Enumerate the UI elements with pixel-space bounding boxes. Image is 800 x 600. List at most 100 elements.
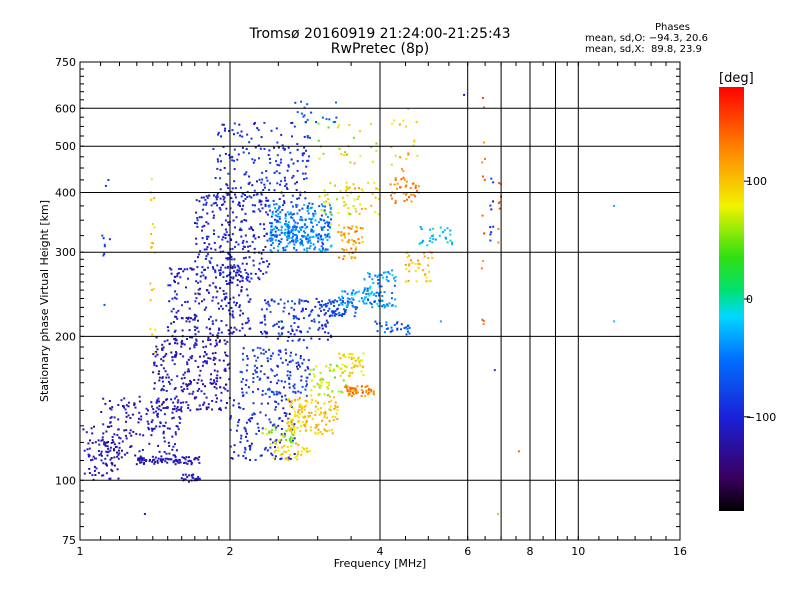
scatter-point-200 xyxy=(171,417,174,420)
scatter-point-698 xyxy=(232,270,235,273)
scatter-point-99 xyxy=(174,433,177,436)
scatter-point-2069 xyxy=(286,456,289,459)
scatter-point-81 xyxy=(176,425,179,428)
scatter-point-2094 xyxy=(293,429,296,432)
scatter-point-1987 xyxy=(326,338,329,341)
scatter-point-2284 xyxy=(341,300,344,302)
scatter-point-344 xyxy=(194,478,197,480)
scatter-point-1771 xyxy=(286,238,289,241)
scatter-point-800 xyxy=(234,304,237,307)
scatter-point-1265 xyxy=(261,171,264,174)
scatter-point-2785 xyxy=(419,241,422,244)
scatter-point-1036 xyxy=(236,269,239,272)
scatter-point-1975 xyxy=(320,304,323,307)
scatter-point-1522 xyxy=(306,376,309,379)
scatter-point-1323 xyxy=(275,438,278,441)
scatter-point-2516 xyxy=(358,242,361,245)
scatter-point-1551 xyxy=(268,204,271,207)
scatter-point-1092 xyxy=(202,196,205,199)
scatter-point-1153 xyxy=(306,136,309,139)
scatter-point-994 xyxy=(226,214,229,217)
scatter-point-300 xyxy=(198,456,201,459)
scatter-point-606 xyxy=(202,346,205,349)
scatter-point-1399 xyxy=(238,406,240,409)
scatter-point-1683 xyxy=(320,238,323,241)
scatter-point-1763 xyxy=(272,247,275,250)
scatter-point-925 xyxy=(205,203,207,206)
scatter-point-2788 xyxy=(429,237,432,240)
scatter-point-1401 xyxy=(237,402,240,405)
scatter-point-461 xyxy=(209,381,212,384)
scatter-point-496 xyxy=(213,381,216,384)
scatter-point-2223 xyxy=(327,387,329,390)
scatter-point-1640 xyxy=(279,241,282,243)
scatter-point-1665 xyxy=(314,212,317,215)
scatter-point-368 xyxy=(186,361,189,364)
scatter-point-695 xyxy=(181,317,184,320)
scatter-point-633 xyxy=(220,305,223,308)
scatter-point-281 xyxy=(156,461,159,464)
scatter-point-2288 xyxy=(335,313,338,316)
scatter-point-615 xyxy=(215,319,218,322)
scatter-point-2384 xyxy=(370,390,373,393)
scatter-point-1829 xyxy=(302,244,305,247)
scatter-point-2740 xyxy=(427,257,430,259)
scatter-point-1508 xyxy=(275,373,278,376)
scatter-point-625 xyxy=(239,314,242,317)
scatter-point-1708 xyxy=(270,244,273,247)
scatter-point-2839 xyxy=(407,108,410,110)
scatter-point-2115 xyxy=(288,398,291,400)
scatter-point-2649 xyxy=(394,305,397,308)
scatter-point-1592 xyxy=(270,237,273,239)
scatter-point-1029 xyxy=(205,255,208,258)
scatter-point-1834 xyxy=(301,239,303,242)
scatter-point-449 xyxy=(166,339,169,342)
scatter-point-2760 xyxy=(408,263,411,266)
scatter-point-1136 xyxy=(303,146,306,149)
scatter-point-1339 xyxy=(271,454,274,457)
scatter-point-2576 xyxy=(330,223,333,226)
scatter-point-2261 xyxy=(319,372,322,374)
scatter-point-851 xyxy=(214,248,217,251)
scatter-point-230 xyxy=(173,405,176,408)
scatter-point-1229 xyxy=(253,189,256,192)
scatter-point-1128 xyxy=(305,149,307,152)
scatter-point-513 xyxy=(156,399,159,402)
chart-subtitle: RwPretec (8p) xyxy=(330,41,430,57)
scatter-point-2275 xyxy=(345,384,347,387)
scatter-point-1490 xyxy=(269,381,272,383)
scatter-point-2199 xyxy=(297,421,300,424)
scatter-point-2442 xyxy=(344,364,347,367)
scatter-point-1276 xyxy=(219,168,222,171)
scatter-point-1344 xyxy=(274,406,277,408)
scatter-point-2201 xyxy=(303,405,306,408)
scatter-point-293 xyxy=(157,457,160,460)
scatter-point-1491 xyxy=(297,390,300,393)
scatter-point-749 xyxy=(205,289,208,291)
scatter-point-2032 xyxy=(284,434,287,437)
scatter-point-1191 xyxy=(265,170,268,173)
scatter-points xyxy=(82,93,616,515)
scatter-point-1742 xyxy=(328,221,331,224)
scatter-point-779 xyxy=(178,267,180,270)
scatter-point-142 xyxy=(125,429,128,432)
scatter-point-2725 xyxy=(402,176,405,179)
scatter-point-2501 xyxy=(348,252,351,255)
scatter-point-2220 xyxy=(320,381,323,384)
scatter-point-1747 xyxy=(283,231,286,234)
scatter-point-69 xyxy=(115,445,118,448)
scatter-point-781 xyxy=(194,316,196,319)
scatter-point-433 xyxy=(163,340,166,343)
scatter-point-763 xyxy=(227,274,230,277)
scatter-point-592 xyxy=(157,373,160,375)
scatter-point-2721 xyxy=(405,184,408,187)
scatter-point-590 xyxy=(175,395,178,398)
scatter-point-1479 xyxy=(305,380,308,383)
scatter-point-134 xyxy=(104,444,107,447)
scatter-point-595 xyxy=(174,387,177,389)
scatter-point-2802 xyxy=(359,154,362,157)
scatter-point-1568 xyxy=(271,210,274,213)
scatter-point-588 xyxy=(173,355,176,358)
scatter-point-110 xyxy=(153,427,156,430)
x-tick-label-6: 6 xyxy=(464,545,471,558)
